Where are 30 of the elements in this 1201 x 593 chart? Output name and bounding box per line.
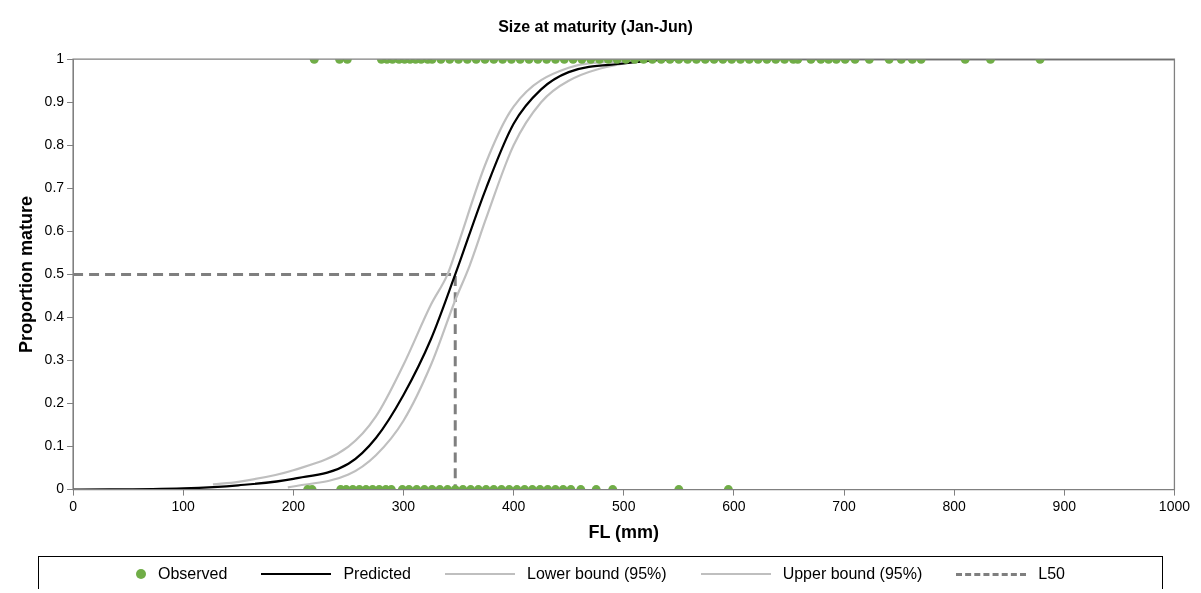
- x-tick-label: 200: [281, 497, 306, 514]
- x-tick-label: 700: [832, 497, 856, 514]
- legend-label: Upper bound (95%): [782, 565, 923, 583]
- legend-label: Observed: [158, 565, 228, 583]
- y-tick-label: 0.7: [44, 179, 65, 196]
- x-tick-label: 500: [612, 497, 636, 514]
- legend-label: Lower bound (95%): [526, 565, 667, 583]
- x-tick-label: 0: [69, 497, 78, 514]
- x-tick-label: 100: [171, 497, 196, 514]
- y-tick-label: 0.3: [44, 351, 65, 368]
- y-tick-label: 0.5: [44, 265, 65, 282]
- y-tick-label: 0.8: [44, 136, 65, 153]
- x-axis-title: FL (mm): [588, 522, 660, 543]
- x-tick-label: 800: [942, 497, 967, 514]
- y-tick-label: 0.4: [44, 308, 65, 325]
- x-tick-label: 600: [722, 497, 746, 514]
- y-tick-label: 0: [56, 480, 65, 497]
- y-tick-label: 0.9: [44, 93, 65, 110]
- legend-label: Predicted: [343, 565, 411, 583]
- y-tick-label: 0.6: [44, 222, 65, 239]
- y-tick-label: 0.1: [44, 437, 65, 454]
- legend-label: L50: [1038, 565, 1065, 583]
- x-tick-label: 300: [391, 497, 416, 514]
- x-tick-label: 400: [501, 497, 526, 514]
- x-tick-label: 900: [1052, 497, 1077, 514]
- chart-title: Size at maturity (Jan-Jun): [498, 18, 693, 36]
- y-tick-label: 1: [56, 50, 65, 67]
- y-axis-title: Proportion mature: [15, 195, 36, 353]
- y-tick-label: 0.2: [44, 394, 65, 411]
- x-tick-label: 1000: [1158, 497, 1191, 514]
